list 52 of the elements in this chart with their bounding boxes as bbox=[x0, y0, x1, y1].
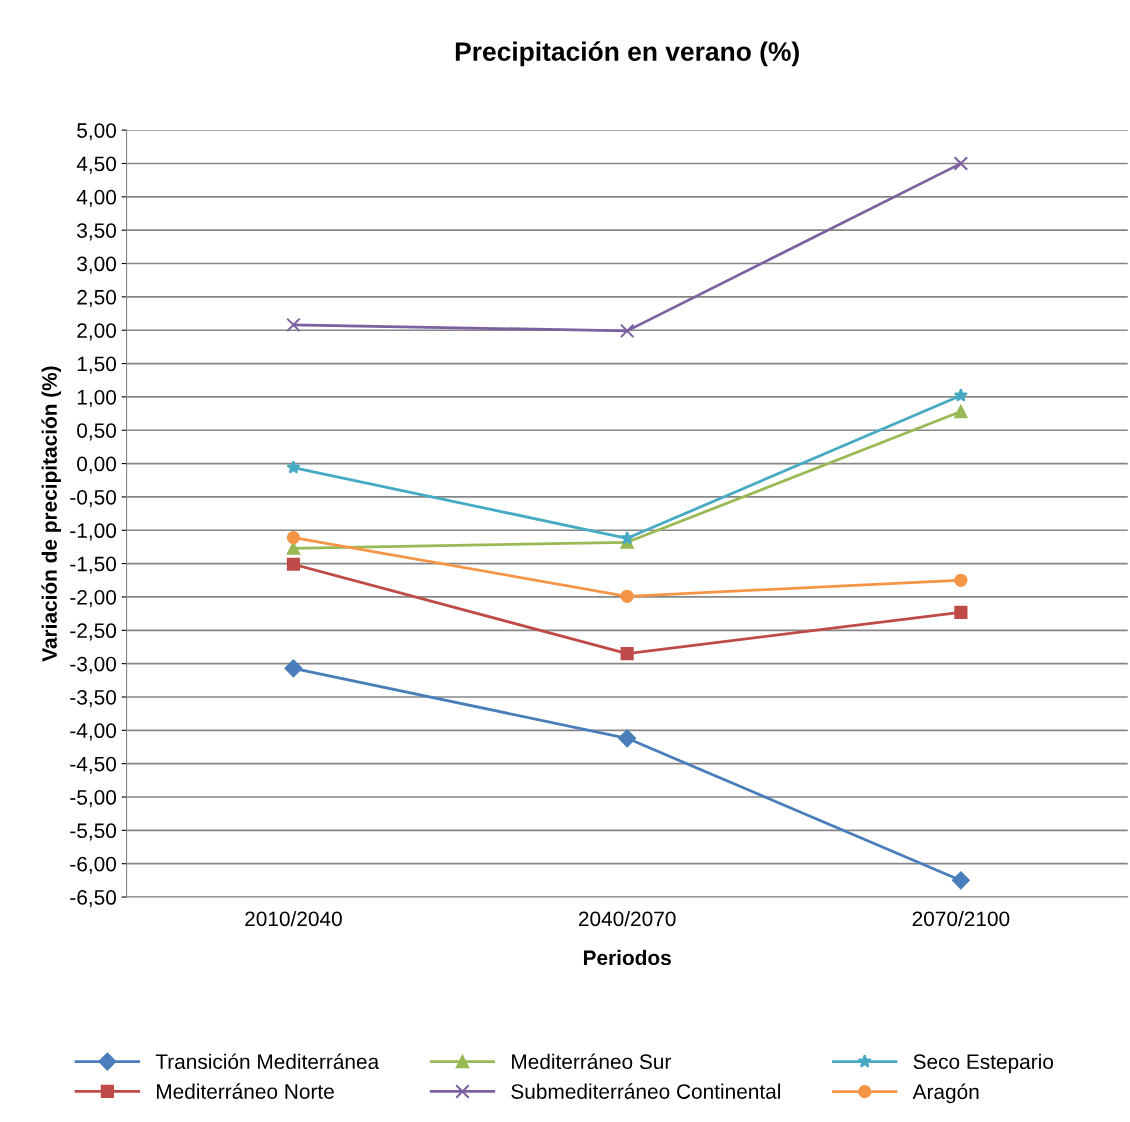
y-tick-label: -4,50 bbox=[70, 756, 117, 774]
point bbox=[618, 729, 637, 748]
legend-label: Mediterráneo Sur bbox=[512, 1053, 671, 1070]
point bbox=[620, 589, 634, 603]
y-tick-label: -3,00 bbox=[70, 656, 117, 674]
x-tick-label: 2070/2100 bbox=[912, 910, 1010, 927]
y-tick-label: -6,50 bbox=[70, 890, 117, 908]
y-tick-label: 4,00 bbox=[76, 189, 117, 208]
point bbox=[954, 404, 968, 419]
y-tick-label: -4,00 bbox=[70, 723, 117, 741]
point bbox=[620, 647, 634, 661]
point bbox=[954, 573, 968, 587]
point bbox=[286, 531, 301, 545]
x-tick-label: 2040/2070 bbox=[578, 910, 676, 927]
point bbox=[619, 323, 635, 339]
y-tick-label: 4,50 bbox=[76, 156, 117, 174]
legend-label: Submediterráneo Continental bbox=[511, 1083, 780, 1099]
point bbox=[286, 317, 301, 333]
y-tick-label: -1,00 bbox=[70, 523, 117, 541]
y-axis-title: Variación de precipitación (%) bbox=[41, 366, 62, 662]
y-tick-label: -2,00 bbox=[70, 589, 117, 608]
y-tick-label: -5,00 bbox=[70, 790, 117, 808]
y-tick-label: 0,50 bbox=[77, 423, 117, 441]
y-tick-label: 0,00 bbox=[77, 456, 117, 474]
legend-label: Seco Estepario bbox=[913, 1053, 1054, 1074]
y-tick-label: 2,50 bbox=[77, 289, 117, 308]
point bbox=[286, 460, 301, 474]
x-tick-label: 2010/2040 bbox=[245, 910, 342, 927]
y-tick-label: 1,50 bbox=[77, 356, 117, 374]
y-tick-label: -6,00 bbox=[70, 856, 117, 874]
y-tick-label: -1,50 bbox=[70, 556, 117, 574]
legend-label: Transición Mediterránea bbox=[155, 1053, 380, 1070]
y-tick-label: -0,50 bbox=[70, 489, 117, 508]
x-axis-title: Periodos bbox=[583, 949, 671, 966]
point bbox=[284, 659, 303, 678]
y-tick-label: 3,00 bbox=[77, 256, 117, 274]
y-tick-label: -3,50 bbox=[70, 689, 117, 708]
y-tick-label: 5,00 bbox=[77, 123, 117, 141]
point bbox=[953, 156, 969, 171]
point bbox=[954, 605, 968, 619]
point bbox=[620, 530, 635, 545]
point bbox=[953, 388, 968, 402]
point bbox=[286, 557, 301, 571]
y-tick-label: 2,00 bbox=[77, 323, 117, 341]
point bbox=[951, 871, 970, 890]
legend-label: Aragón bbox=[912, 1083, 979, 1104]
legend-label: Mediterráneo Norte bbox=[156, 1083, 334, 1099]
y-tick-label: 3,50 bbox=[77, 223, 117, 241]
y-tick-label: -5,50 bbox=[70, 823, 117, 841]
chart-title: Precipitación en verano (%) bbox=[455, 41, 799, 67]
y-tick-label: -2,50 bbox=[70, 623, 117, 641]
y-tick-label: 1,00 bbox=[77, 389, 117, 408]
